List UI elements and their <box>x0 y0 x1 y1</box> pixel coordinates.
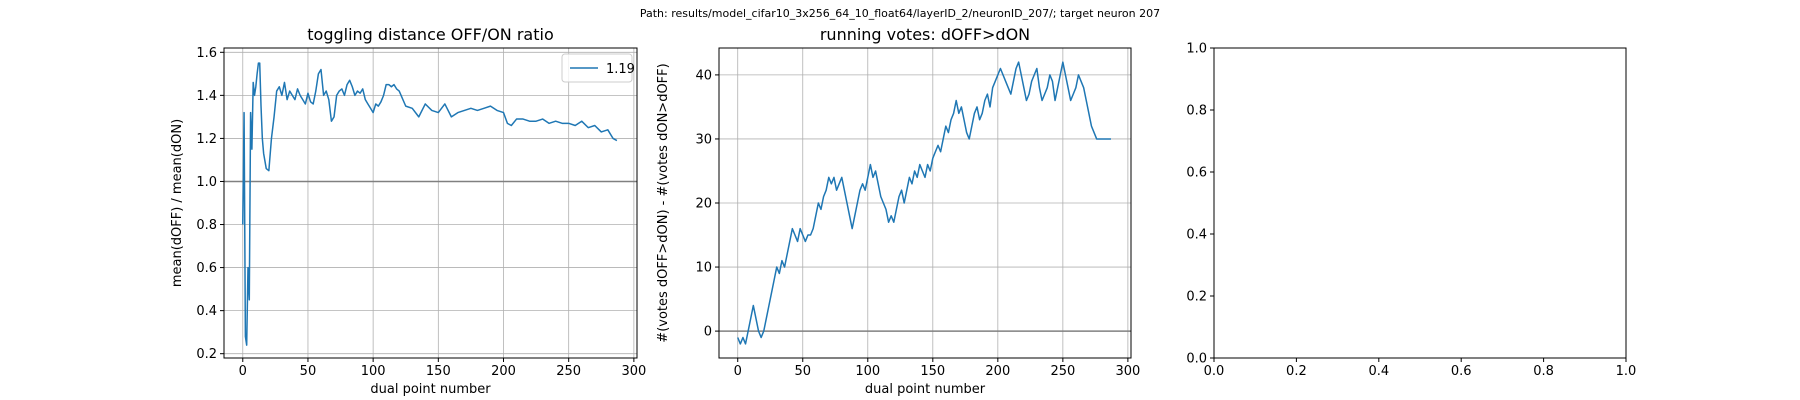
x-tick-label: 150 <box>426 364 451 379</box>
x-tick-label: 50 <box>794 364 811 379</box>
x-tick-label: 100 <box>855 364 880 379</box>
figure-suptitle: Path: results/model_cifar10_3x256_64_10_… <box>640 7 1160 20</box>
y-tick-label: 0.6 <box>196 261 217 276</box>
y-axis-label: #(votes dOFF>dON) - #(votes dON>dOFF) <box>656 63 671 342</box>
y-tick-label: 1.4 <box>196 89 217 104</box>
y-tick-label: 20 <box>695 197 712 212</box>
x-tick-label: 300 <box>621 364 646 379</box>
y-tick-label: 1.0 <box>196 175 217 190</box>
chart-title: running votes: dOFF>dON <box>820 25 1030 44</box>
y-tick-label: 0.8 <box>196 218 217 233</box>
y-tick-label: 0 <box>704 325 712 340</box>
x-tick-label: 0.6 <box>1451 364 1472 379</box>
chart-panel-ratio: toggling distance OFF/ON ratio dual poin… <box>170 25 646 397</box>
y-tick-label: 1.6 <box>196 46 217 61</box>
y-tick-label: 40 <box>695 68 712 83</box>
x-tick-label: 250 <box>556 364 581 379</box>
x-axis-label: dual point number <box>865 382 986 397</box>
chart-panel-votes: running votes: dOFF>dON dual point numbe… <box>656 25 1140 397</box>
y-tick-label: 1.0 <box>1186 42 1207 57</box>
y-tick-label: 0.2 <box>1186 290 1207 305</box>
x-tick-label: 300 <box>1115 364 1140 379</box>
y-tick-label: 0.0 <box>1186 352 1207 367</box>
axes-frame <box>1213 47 1627 359</box>
x-tick-label: 1.0 <box>1616 364 1637 379</box>
x-tick-label: 0 <box>239 364 247 379</box>
x-tick-label: 0.2 <box>1286 364 1307 379</box>
y-tick-label: 0.6 <box>1186 166 1207 181</box>
x-axis-label: dual point number <box>370 382 491 397</box>
y-tick-label: 30 <box>695 132 712 147</box>
y-tick-label: 1.2 <box>196 132 217 147</box>
y-axis-label: mean(dOFF) / mean(dON) <box>170 119 185 287</box>
x-tick-label: 200 <box>491 364 516 379</box>
x-tick-label: 200 <box>985 364 1010 379</box>
y-tick-label: 10 <box>695 261 712 276</box>
legend: 1.19 <box>561 53 635 83</box>
y-tick-label: 0.2 <box>196 347 217 362</box>
y-tick-label: 0.4 <box>196 304 217 319</box>
x-tick-label: 0.0 <box>1204 364 1225 379</box>
x-tick-label: 0 <box>734 364 742 379</box>
series-line <box>242 62 618 346</box>
chart-panel-empty: 0.0 0.2 0.4 0.6 0.8 1.0 0.0 0.2 0.4 0.6 0.8 1.0 <box>1186 42 1636 380</box>
series-line <box>737 61 1111 345</box>
x-tick-label: 150 <box>920 364 945 379</box>
x-tick-label: 100 <box>361 364 386 379</box>
x-tick-label: 0.4 <box>1368 364 1389 379</box>
chart-title: toggling distance OFF/ON ratio <box>307 25 553 44</box>
legend-label: 1.19 <box>606 62 635 77</box>
y-tick-label: 0.4 <box>1186 228 1207 243</box>
y-tick-label: 0.8 <box>1186 104 1207 119</box>
x-tick-label: 0.8 <box>1533 364 1554 379</box>
axes-frame <box>223 47 638 359</box>
x-tick-label: 50 <box>300 364 317 379</box>
x-tick-label: 250 <box>1050 364 1075 379</box>
